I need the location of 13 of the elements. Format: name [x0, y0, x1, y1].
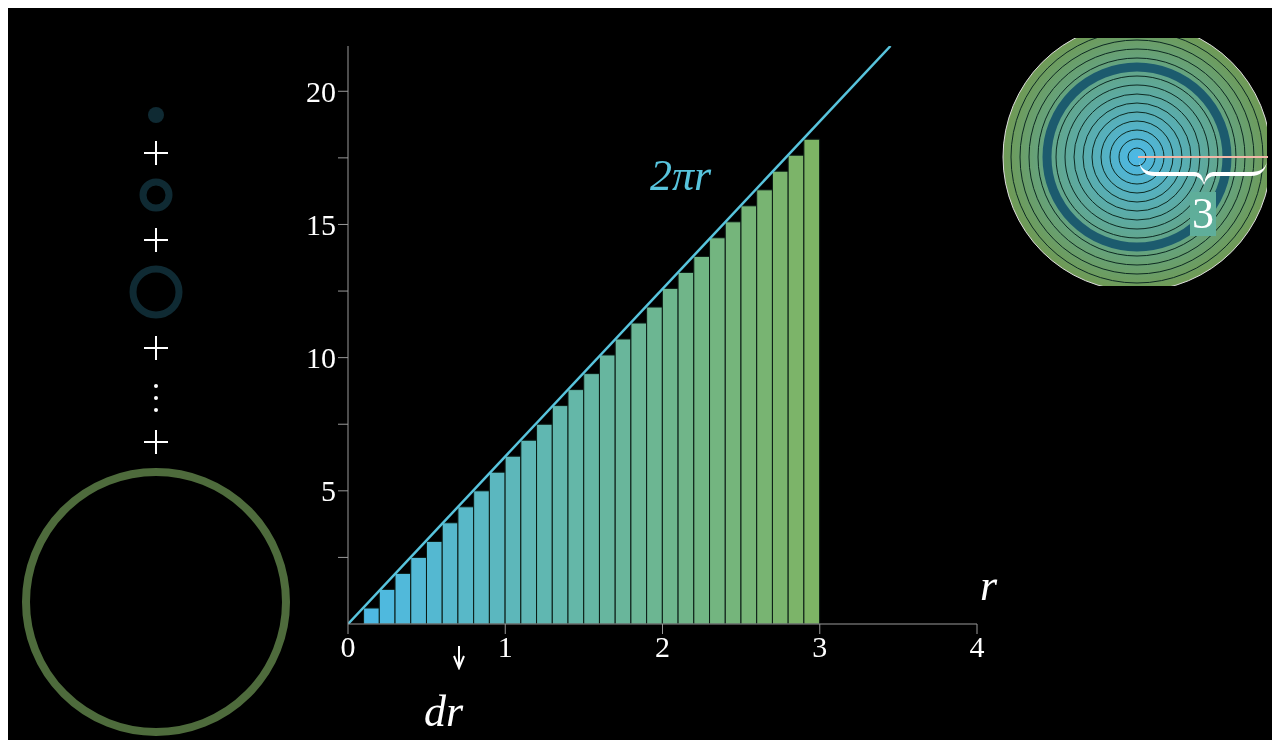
text: 3 — [1190, 189, 1216, 238]
y-tick-label: 20 — [306, 74, 336, 108]
x-tick-label: 3 — [812, 630, 828, 664]
x-tick-label: 2 — [655, 630, 670, 664]
y-tick-label: 15 — [306, 208, 336, 242]
x-tick-label: 1 — [497, 630, 513, 664]
annotation: 2πr — [650, 150, 712, 201]
x-tick-label: 0 — [340, 630, 356, 664]
y-tick-label: 5 — [321, 474, 336, 508]
x-axis-title: r — [980, 560, 998, 611]
x-tick-label: 4 — [969, 630, 985, 664]
text: dr — [424, 686, 464, 737]
y-tick-label: 10 — [306, 341, 336, 375]
